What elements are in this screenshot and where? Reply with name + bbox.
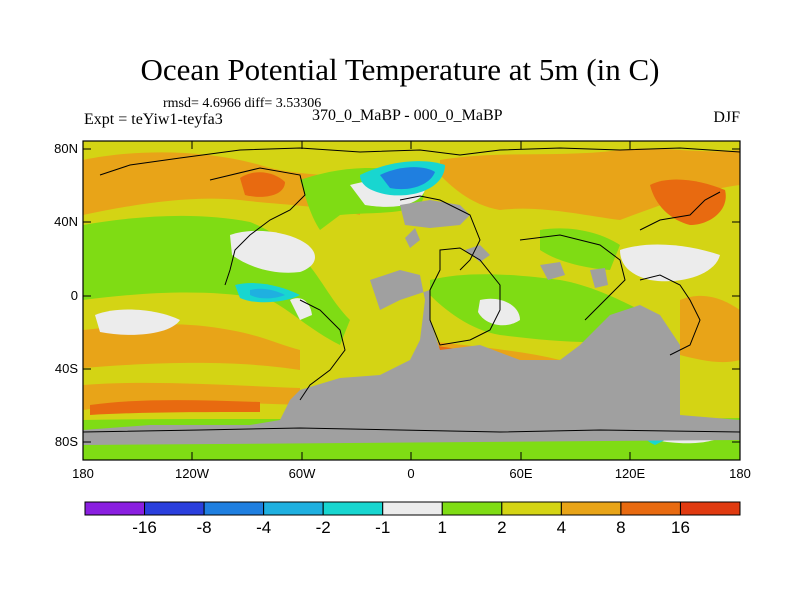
lat-label-0: 0 [70, 288, 78, 303]
land-mask [83, 200, 740, 445]
colorbar-label: 16 [670, 518, 690, 537]
lon-label-120e: 120E [614, 466, 646, 481]
lon-label-120w: 120W [175, 466, 209, 481]
experiment-label: Expt = teYiw1-teyfa3 [84, 111, 223, 128]
colorbar-label: -2 [315, 518, 331, 537]
colorbar-label: 1 [437, 518, 447, 537]
colorbar-label: 4 [556, 518, 567, 537]
period-subtitle: 370_0_MaBP - 000_0_MaBP [312, 107, 503, 124]
lat-label-80n: 80N [54, 141, 78, 156]
colorbar-box [501, 501, 562, 516]
map-title: Ocean Potential Temperature at 5m (in C) [140, 52, 660, 87]
axis-ticks [82, 141, 741, 460]
colorbar-box [441, 501, 503, 516]
lat-label-80s: 80S [54, 434, 78, 449]
colorbar-box [679, 501, 741, 516]
lon-label-180e: 180 [729, 466, 751, 481]
lon-label-60e: 60E [509, 466, 533, 481]
colorbar [84, 501, 741, 516]
lat-label-40s: 40S [54, 361, 78, 376]
colorbar-box [322, 501, 384, 516]
season-label: DJF [713, 109, 740, 126]
colorbar-label: -16 [132, 518, 157, 537]
lon-label-0: 0 [407, 466, 415, 481]
colorbar-box [203, 501, 265, 516]
colorbar-label: 8 [616, 518, 626, 537]
lat-label-40n: 40N [54, 214, 78, 229]
lon-label-60w: 60W [288, 466, 316, 481]
colorbar-box [382, 501, 443, 516]
colorbar-label: -1 [375, 518, 391, 537]
stats-text: rmsd= 4.6966 diff= 3.53306 [163, 96, 322, 111]
colorbar-box [144, 501, 205, 516]
lon-label-180w: 180 [72, 466, 94, 481]
colorbar-box [620, 501, 681, 516]
colorbar-label: 2 [497, 518, 507, 537]
cold-anomaly-regions [235, 161, 665, 445]
colorbar-box [263, 501, 324, 516]
coastlines [82, 147, 741, 433]
colorbar-box [560, 501, 622, 516]
colorbar-label: -4 [256, 518, 272, 537]
colorbar-box [84, 501, 146, 516]
colorbar-label: -8 [196, 518, 212, 537]
